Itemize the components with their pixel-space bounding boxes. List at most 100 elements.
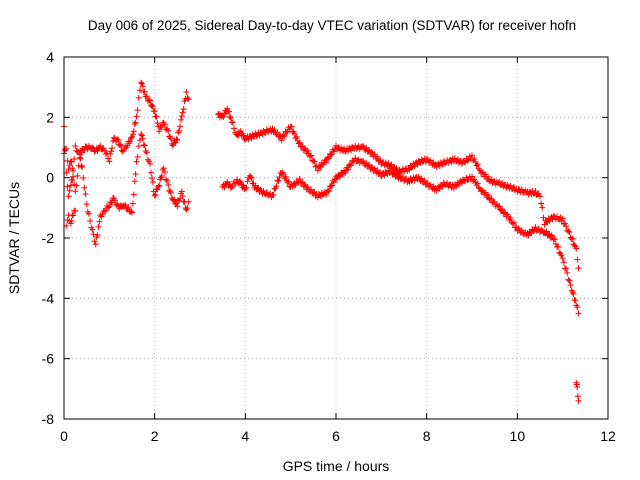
track-a-point xyxy=(147,97,154,104)
track-e-point xyxy=(243,184,250,191)
track-b-point xyxy=(69,177,76,184)
track-a-point xyxy=(185,96,192,103)
track-a-point xyxy=(151,108,158,115)
track-e-point xyxy=(221,184,228,191)
x-tick-label: 0 xyxy=(60,428,68,444)
track-a-point xyxy=(135,94,142,101)
track-e-point xyxy=(304,184,311,191)
track-b-point xyxy=(80,175,87,182)
track-a-point xyxy=(132,119,139,126)
track-e-point xyxy=(458,180,465,187)
track-b-point xyxy=(90,231,97,238)
track-a-point xyxy=(114,136,121,143)
track-a-point xyxy=(89,144,96,151)
track-b-point xyxy=(138,131,145,138)
track-e-point xyxy=(474,180,481,187)
track-e-point xyxy=(567,282,574,289)
outliers-point xyxy=(575,397,582,404)
track-b-point xyxy=(154,186,161,193)
track-e-point xyxy=(244,178,251,185)
track-b-point xyxy=(148,169,155,176)
track-a-point xyxy=(129,131,136,138)
track-a-point xyxy=(127,138,134,145)
track-b-point xyxy=(102,207,109,214)
track-b-point xyxy=(147,160,154,167)
track-e-point xyxy=(455,181,462,188)
track-e-point xyxy=(487,196,494,203)
track-e-point xyxy=(248,175,255,182)
track-d-point xyxy=(226,113,233,120)
y-tick-label: 4 xyxy=(46,49,54,65)
track-d-point xyxy=(405,165,412,172)
track-d-point xyxy=(283,129,290,136)
outliers-point xyxy=(574,384,581,391)
track-d-point xyxy=(240,132,247,139)
x-tick-label: 6 xyxy=(332,428,340,444)
track-e-point xyxy=(324,187,331,194)
track-b-point xyxy=(179,193,186,200)
track-e-point xyxy=(438,182,445,189)
track-e-point xyxy=(374,167,381,174)
track-e-point xyxy=(242,185,249,192)
track-d-point xyxy=(293,133,300,140)
track-e-point xyxy=(510,219,517,226)
grid-lines xyxy=(64,57,608,419)
track-b-point xyxy=(77,155,84,162)
track-d-point xyxy=(573,245,580,252)
track-b-point xyxy=(76,154,83,161)
track-b-point xyxy=(62,146,69,153)
track-b-point xyxy=(91,238,98,245)
track-d-point xyxy=(504,182,511,189)
track-b-point xyxy=(66,187,73,194)
track-b-point xyxy=(95,223,102,230)
track-e-point xyxy=(345,166,352,173)
track-a-point xyxy=(143,93,150,100)
track-a-point xyxy=(110,134,117,141)
track-b-point xyxy=(87,218,94,225)
track-b-point xyxy=(139,135,146,142)
track-b-point xyxy=(160,165,167,172)
track-e-point xyxy=(518,227,525,234)
track-e-point xyxy=(525,232,532,239)
track-b-point xyxy=(67,182,74,189)
y-tick-label: -8 xyxy=(42,411,55,427)
x-tick-label: 4 xyxy=(241,428,249,444)
track-a-point xyxy=(94,148,101,155)
track-b-point xyxy=(99,211,106,218)
track-d-point xyxy=(532,187,539,194)
track-a-point xyxy=(178,113,185,120)
axes: 0 2 4 6 8 10 12 -8 -6 -4 -2 0 2 4 xyxy=(42,49,616,444)
track-a-point xyxy=(174,136,181,143)
track-e-point xyxy=(285,178,292,185)
track-d-point xyxy=(288,123,295,130)
track-e-point xyxy=(555,243,562,250)
track-d-point xyxy=(345,148,352,155)
track-b-point xyxy=(136,137,143,144)
x-axis-label: GPS time / hours xyxy=(283,458,390,474)
track-e-point xyxy=(363,159,370,166)
track-d-point xyxy=(363,144,370,151)
track-a-point xyxy=(176,127,183,134)
track-d-point xyxy=(574,256,581,263)
track-d-point xyxy=(473,162,480,169)
track-b-point xyxy=(171,196,178,203)
track-a-point xyxy=(184,95,191,102)
track-a-point xyxy=(97,142,104,149)
track-e-point xyxy=(560,259,567,266)
track-b-point xyxy=(73,182,80,189)
track-d-point xyxy=(469,152,475,159)
track-b-point xyxy=(178,188,185,195)
track-d-point xyxy=(485,173,492,180)
track-a-point xyxy=(139,83,146,90)
track-d-point xyxy=(538,200,545,207)
track-b-point xyxy=(85,210,92,217)
track-a-point xyxy=(156,128,163,135)
track-e-point xyxy=(559,255,566,262)
track-b-point xyxy=(92,241,99,248)
track-b-point xyxy=(167,189,174,196)
track-d-point xyxy=(231,125,237,132)
track-b-point xyxy=(155,183,162,190)
track-b-point xyxy=(81,184,88,191)
track-d-point xyxy=(559,215,566,222)
